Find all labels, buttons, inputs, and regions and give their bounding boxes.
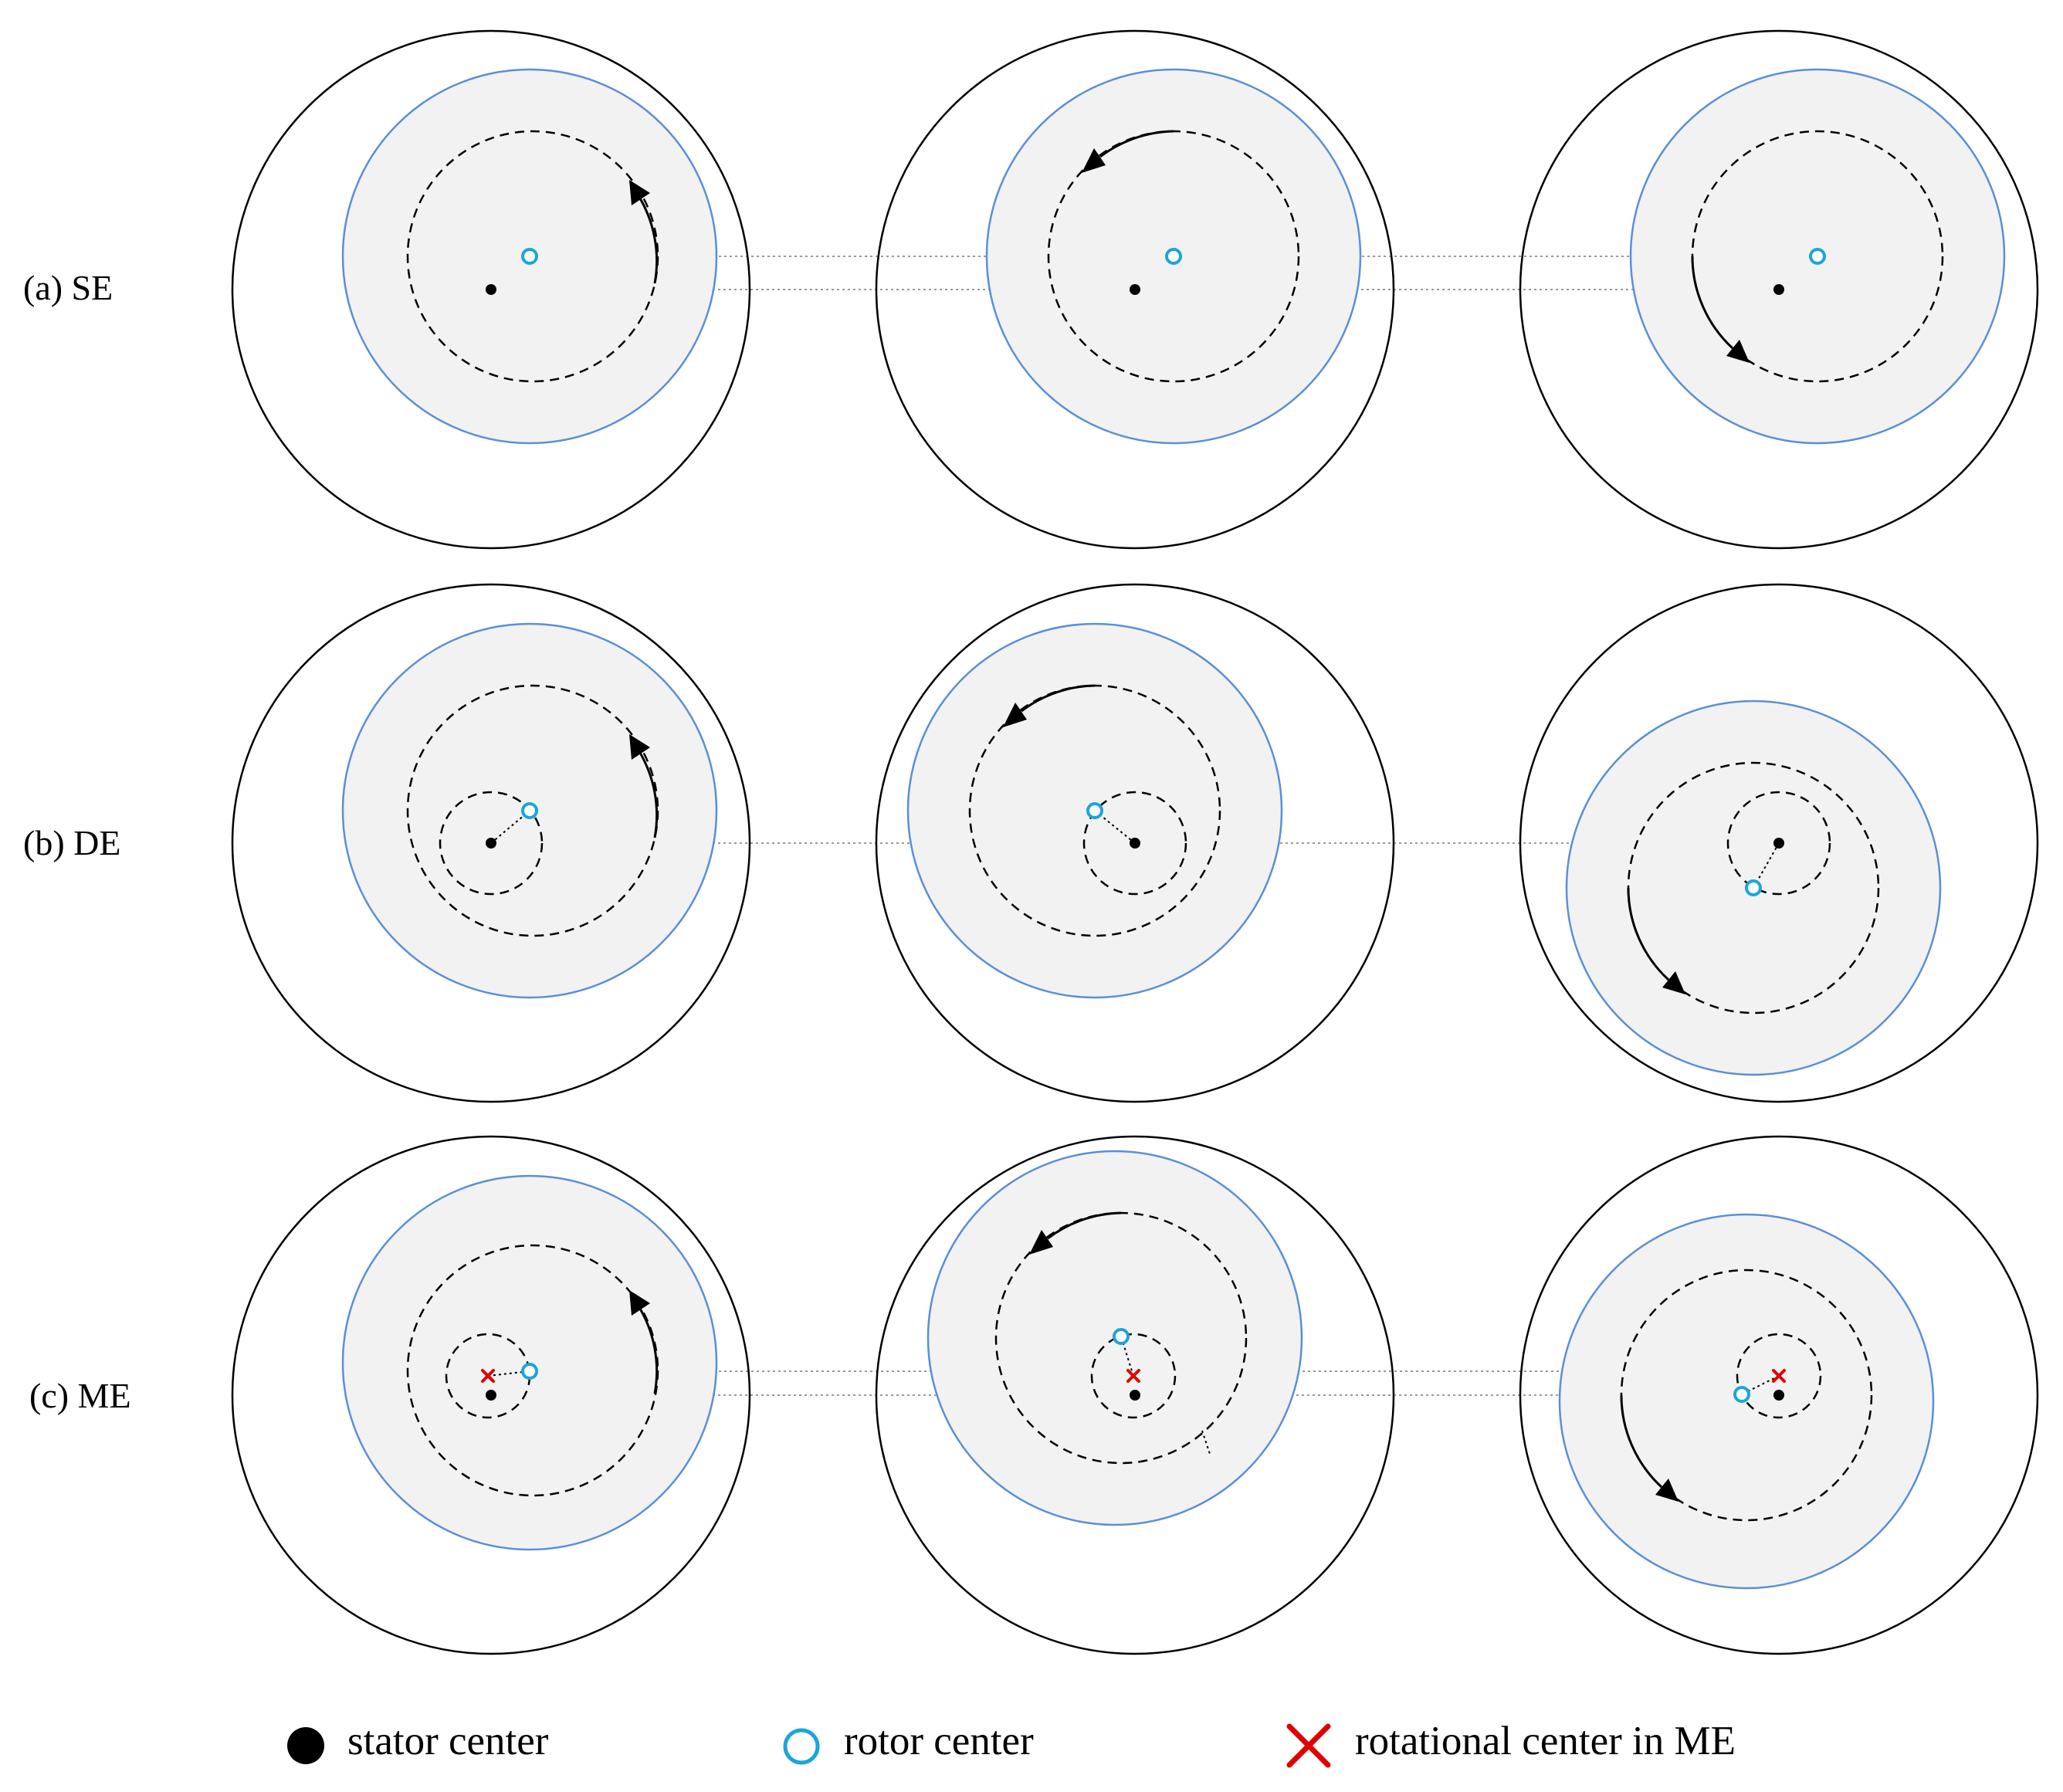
stator-circle	[231, 583, 751, 1103]
panel-me-3	[1519, 1135, 2039, 1655]
stator-circle	[875, 583, 1395, 1103]
panel-de-2	[875, 583, 1395, 1103]
rotation-arc	[636, 194, 659, 284]
rotor-center-legend-icon	[783, 1728, 820, 1765]
rotor-center-dot	[1086, 802, 1103, 819]
rotational-center-marker	[481, 1369, 495, 1383]
center-orbit-path	[1090, 1333, 1177, 1419]
eccentricity-link	[487, 1370, 530, 1377]
stator-circle	[1519, 1135, 2039, 1655]
rotation-arc	[1627, 887, 1670, 981]
legend-label-rotational-center: rotational center in ME	[1355, 1719, 1736, 1763]
stator-center-legend-icon	[287, 1727, 324, 1764]
panel-se-3	[1519, 29, 2039, 550]
row-label-me: (c) ME	[29, 1376, 131, 1415]
rotation-arrowhead-icon	[1082, 148, 1106, 173]
rotor-center-dot	[1733, 1386, 1750, 1403]
stator-center-dot	[1130, 1390, 1140, 1401]
center-orbit-path	[1736, 1333, 1822, 1419]
rotor-center-dot	[521, 802, 538, 819]
rotor-center-dot	[1113, 1328, 1130, 1345]
rotation-arc	[1691, 256, 1734, 350]
legend-item-rotational-center: rotational center in ME	[1286, 1719, 1736, 1768]
stator-circle	[1519, 583, 2039, 1103]
stator-center-dot	[486, 284, 496, 295]
rotation-arc	[1047, 1211, 1122, 1240]
legend-item-rotor-center: rotor center	[783, 1719, 1034, 1765]
rotation-arrowhead-icon	[1726, 340, 1750, 363]
stator-circle	[231, 1135, 751, 1655]
rotation-arrowhead-icon	[1655, 1479, 1679, 1502]
rotation-arc	[636, 1304, 659, 1394]
row-label-de: (b) DE	[23, 823, 120, 862]
stator-center-dot	[1130, 838, 1140, 849]
rotation-arc	[1021, 684, 1096, 713]
rotation-arrowhead-icon	[1003, 703, 1027, 727]
stator-circle	[231, 29, 751, 550]
rotational-center-marker	[1126, 1369, 1140, 1383]
rotation-arrowhead-icon	[629, 1290, 650, 1316]
rotation-arc	[1099, 130, 1174, 158]
rotor-center-dot	[521, 1363, 538, 1380]
rotor-center-dot	[1165, 248, 1182, 265]
panel-de-3	[1519, 583, 2039, 1103]
row-labels: (a) SE (b) DE (c) ME	[23, 268, 131, 1415]
panel-se-2	[875, 29, 1395, 550]
rotor-center-dot	[1745, 879, 1762, 896]
stator-center-dot	[486, 838, 496, 849]
rotation-arrowhead-icon	[1029, 1230, 1053, 1255]
panel-me-2	[875, 1135, 1395, 1655]
panel-me-1	[231, 1135, 751, 1655]
panel-de-1	[231, 583, 751, 1103]
legend-label-rotor-center: rotor center	[844, 1719, 1034, 1763]
legend-label-stator-center: stator center	[347, 1719, 549, 1763]
rotation-arc	[1620, 1394, 1663, 1489]
rotational-center-legend-icon	[1286, 1723, 1331, 1768]
stator-center-dot	[1773, 838, 1784, 849]
stator-circle	[875, 1135, 1395, 1655]
rotation-arrowhead-icon	[1662, 971, 1685, 994]
center-orbit-path	[439, 791, 544, 896]
stator-center-dot	[486, 1390, 496, 1401]
row-label-se: (a) SE	[23, 268, 113, 307]
stator-circle	[875, 29, 1395, 550]
center-orbit-path	[1726, 791, 1831, 896]
rotation-arc	[636, 748, 659, 838]
stator-center-dot	[1773, 1390, 1784, 1401]
rotor-center-dot	[1809, 248, 1826, 265]
stator-center-dot	[1130, 284, 1140, 295]
panel-se-1	[231, 29, 751, 550]
legend-item-stator-center: stator center	[287, 1719, 549, 1764]
center-orbit-path	[1082, 791, 1187, 896]
stator-center-dot	[1773, 284, 1784, 295]
stator-circle	[1519, 29, 2039, 550]
rotational-center-marker	[1772, 1369, 1786, 1383]
rotor-center-dot	[521, 248, 538, 265]
rotation-arrowhead-icon	[629, 734, 650, 760]
orbit-tick	[1201, 1430, 1211, 1457]
legend: stator center rotor center rotational ce…	[287, 1719, 1736, 1768]
rotation-arrowhead-icon	[629, 180, 650, 205]
